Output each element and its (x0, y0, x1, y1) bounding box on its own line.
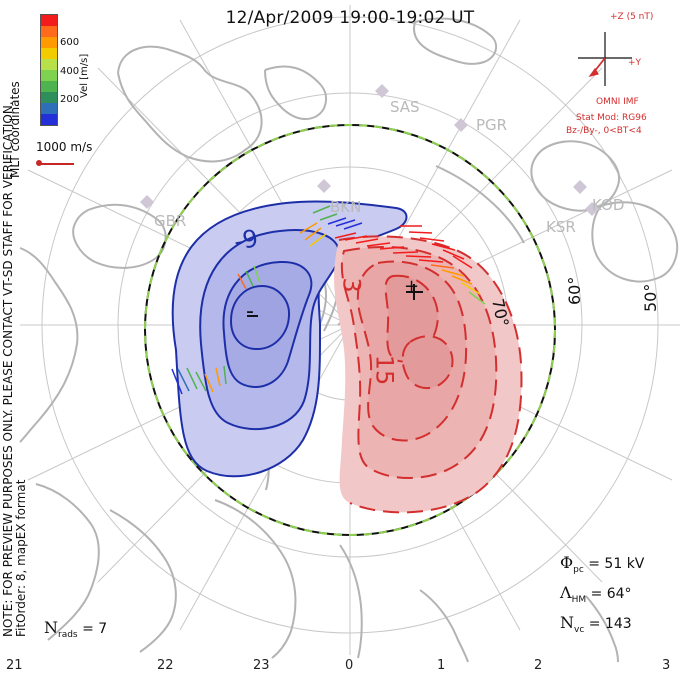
n-vectors-value: = 143 (588, 616, 632, 632)
station-sas: SAS (390, 98, 420, 116)
mlt-tick-1: 1 (437, 658, 446, 673)
imf-plus-y: +Y (628, 58, 642, 68)
n-rads-label: Nrads = 7 (44, 618, 107, 640)
statistics-panel: Φpc = 51 kV ΛHM = 64° Nvc = 143 (560, 553, 670, 643)
svg-text:50°: 50° (641, 284, 660, 312)
phi-symbol: Φ (560, 553, 574, 572)
imf-model: OMNI IMF (596, 97, 639, 107)
n-rads-symbol: N (44, 618, 58, 637)
speed-scale: 1000 m/s (36, 140, 93, 166)
station-bkn: BKN (330, 198, 362, 216)
n-vectors-line: Nvc = 143 (560, 613, 670, 643)
velocity-colorbar (40, 14, 58, 126)
mlt-tick-2: 2 (534, 658, 543, 673)
map-title: 12/Apr/2009 19:00-19:02 UT (225, 8, 475, 28)
contour-plus-3: 3 (337, 277, 366, 293)
n-rads-value: = 7 (82, 621, 108, 637)
scale-line (40, 163, 74, 165)
mlt-tick-21: 21 (6, 658, 23, 673)
scale-dot-icon (36, 160, 42, 166)
station-markers (140, 84, 599, 216)
legend-tick-200: 200 (60, 94, 80, 105)
station-gbr: GBR (154, 212, 187, 230)
n-vectors-symbol: N (560, 613, 574, 632)
mlt-tick-23: 23 (253, 658, 270, 673)
imf-cross (578, 32, 632, 86)
convection-cells (171, 200, 523, 514)
imf-plus-z: +Z (5 nT) (610, 12, 654, 22)
contour-plus-15: 15 (370, 354, 399, 386)
contour-plus-center: + (404, 276, 420, 297)
phi-subscript: pc (573, 564, 584, 575)
imf-stat-mod: Stat Mod: RG96 (576, 113, 647, 123)
preview-note-line2: FitOrder: 8, mapEX format (14, 479, 28, 637)
phi-value: = 51 kV (588, 556, 645, 572)
preview-note: NOTE: FOR PREVIEW PURPOSES ONLY. PLEASE … (0, 0, 28, 637)
n-vectors-subscript: vc (574, 624, 585, 635)
preview-note-line1: NOTE: FOR PREVIEW PURPOSES ONLY. PLEASE … (1, 101, 15, 637)
contour-minus-9: -9 (231, 224, 261, 256)
velocity-unit-label: Vel [m/s] (79, 20, 90, 98)
lat-labels-svg: 70° 60° 50° (488, 277, 660, 329)
legend-tick-600: 600 (60, 37, 80, 48)
speed-scale-label: 1000 m/s (36, 140, 93, 154)
lambda-line: ΛHM = 64° (560, 583, 670, 613)
mlt-tick-22: 22 (157, 658, 174, 673)
phi-line: Φpc = 51 kV (560, 553, 670, 583)
lambda-value: = 64° (590, 586, 632, 602)
velocity-unit-text: Vel [m/s] (79, 53, 90, 98)
n-rads-subscript: rads (58, 629, 78, 640)
station-ksr: KSR (546, 218, 576, 236)
velocity-vectors (171, 205, 486, 395)
station-pgr: PGR (476, 116, 508, 134)
contour-glyph-lines (247, 284, 423, 317)
imf-bz-by: Bz-/By-, 0<BT<4 (566, 126, 642, 136)
svg-text:60°: 60° (565, 277, 584, 305)
mlt-tick-3: 3 (662, 658, 671, 673)
station-kod: KOD (592, 196, 625, 214)
mlt-tick-0: 0 (345, 658, 354, 673)
lambda-subscript: HM (571, 594, 587, 605)
contour-minus-center: - (246, 299, 254, 324)
boundary-circle (144, 124, 556, 536)
lambda-symbol: Λ (560, 583, 572, 602)
legend-tick-400: 400 (60, 66, 80, 77)
imf-panel: +Z (5 nT) +Y OMNI IMF Stat Mod: RG96 Bz-… (560, 10, 680, 140)
